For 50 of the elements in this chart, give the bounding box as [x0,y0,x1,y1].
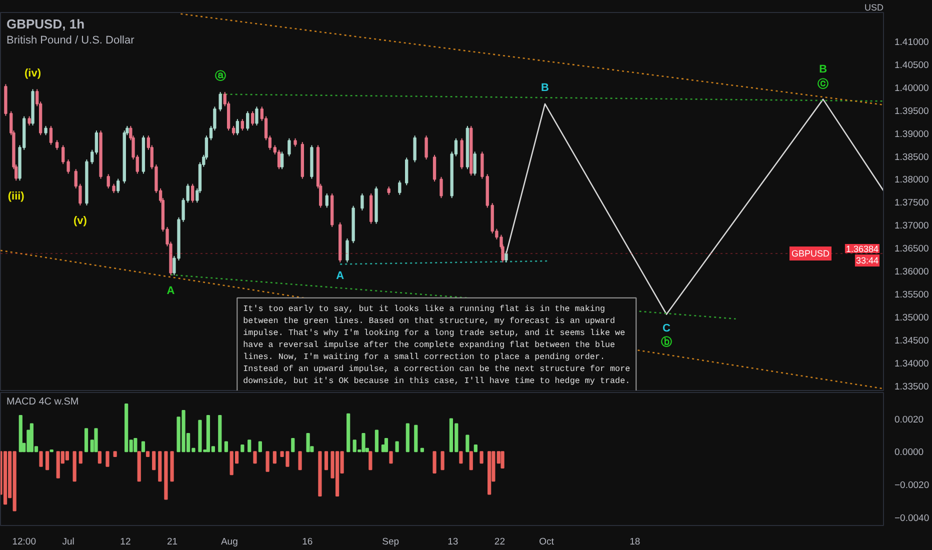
y-tick-label: 1.36000 [894,266,929,278]
y-axis-title: USD [864,2,884,12]
annotation: ⓑ [660,335,672,348]
annotation: ⓐ [214,69,226,82]
y-tick-label: 1.35500 [894,290,929,301]
y-tick-label: 1.38500 [894,152,929,163]
y-tick-label: 1.39000 [894,128,929,140]
y-tick-label: 1.39500 [894,106,929,117]
annotation: B [819,63,828,76]
annotation: 1.36384 [846,244,879,254]
y-tick-label: 1.40000 [894,82,929,94]
x-tick-label: Jul [62,536,74,548]
annotation: (v) [73,215,88,228]
x-tick-label: 13 [448,536,458,548]
x-tick-label: 18 [630,536,640,548]
y-tick-label: 1.41000 [894,36,929,48]
x-tick-label: 21 [166,536,178,548]
x-tick-label: Sep [382,536,400,548]
y-tick-label: −0.0040 [894,512,930,524]
annotation: 33:44 [856,255,879,266]
annotation: B [541,82,550,94]
y-tick-label: 1.35000 [894,312,929,324]
y-tick-label: 1.37000 [894,220,929,232]
x-tick-label: Oct [539,536,554,548]
chart-title: MACD 4C w.SM [6,396,79,408]
annotation: (iv) [24,68,42,80]
annotation: A [166,284,175,297]
ref-line-label: GBPUSD [791,248,830,258]
x-tick-label: 12 [120,536,131,548]
chart-title: GBPUSD, 1h [6,16,85,32]
y-tick-label: 1.40500 [894,60,929,71]
x-tick-label: 16 [302,536,313,548]
y-tick-label: 1.37500 [894,198,929,209]
text: British Pound / U.S. Dollar [6,34,135,46]
y-tick-label: 1.34500 [894,335,929,346]
y-tick-label: 1.38000 [894,174,929,186]
y-tick-label: 1.33500 [894,381,929,392]
annotation: C [662,322,671,334]
y-tick-label: 0.0020 [894,414,924,426]
x-tick-label: 22 [494,536,506,548]
annotation: A [336,270,344,282]
y-tick-label: 1.36500 [894,244,929,255]
x-tick-label: 12:00 [12,536,36,548]
annotation: ⓒ [818,77,829,90]
annotation: (iii) [8,190,25,202]
y-tick-label: 1.34000 [894,358,929,370]
annotation: It's too early to say, but it looks like a running flat is in the making between the green lines. Based on that structure, my forecast is an upward impulse. That's why I'm looking for a long trade setup, and it seems like we have a reversal impulse after the complete expanding flat between the blue lines. Now, I'm waiting for a small correction to place a pending order. Instead of an upward impulse, a correction can be the next structure for more downside, but it's OK because in this case, I'll have time to hedge my trade. [243,304,630,386]
y-tick-label: −0.0020 [894,480,930,491]
x-tick-label: Aug [220,536,238,548]
y-tick-label: 0.0000 [894,447,924,458]
